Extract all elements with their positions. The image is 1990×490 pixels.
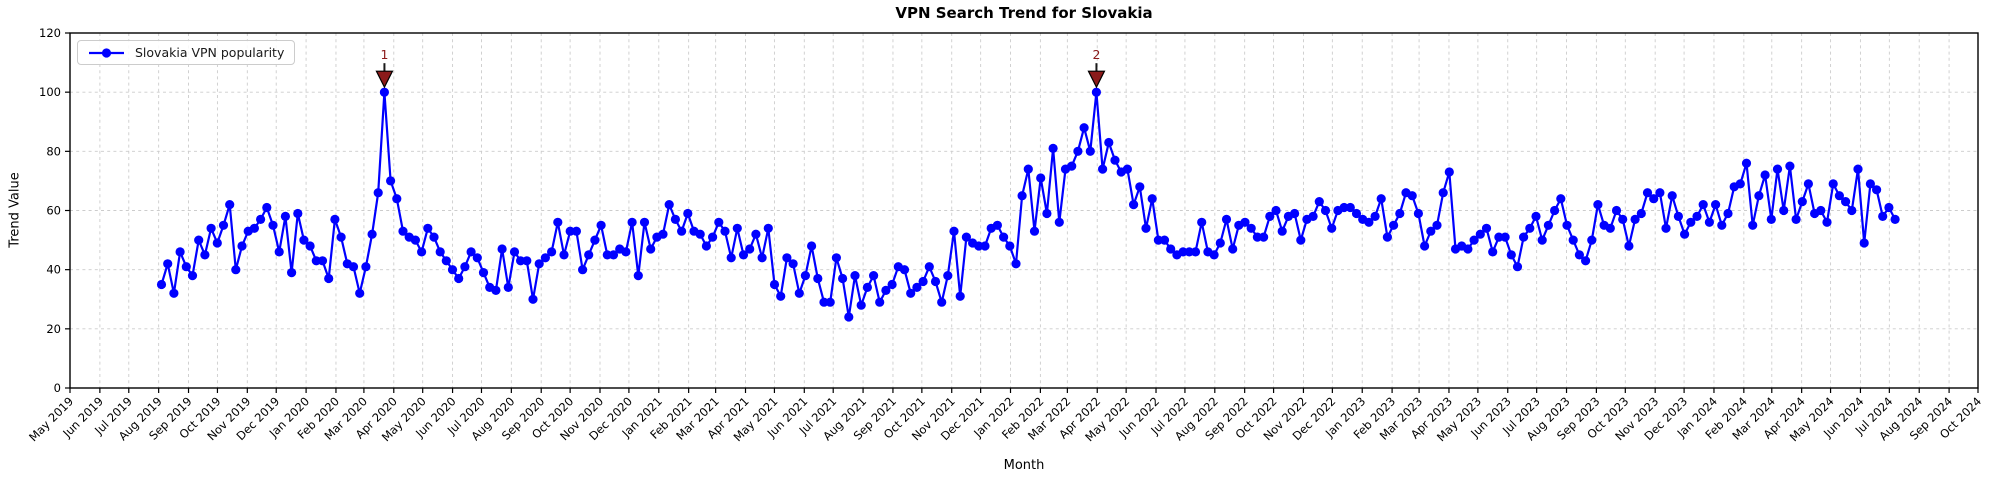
legend-label: Slovakia VPN popularity bbox=[135, 45, 285, 60]
annotation-arrow-icon bbox=[375, 70, 394, 89]
svg-text:40: 40 bbox=[46, 263, 61, 277]
svg-text:100: 100 bbox=[39, 85, 61, 99]
legend-line-marker-icon bbox=[89, 47, 124, 58]
y-axis-label: Trend Value bbox=[7, 172, 23, 248]
y-axis-ticks: 0 20 40 60 80 100 120 bbox=[39, 26, 70, 395]
chart-title: VPN Search Trend for Slovakia bbox=[895, 4, 1153, 22]
svg-text:20: 20 bbox=[46, 322, 61, 336]
svg-text:1: 1 bbox=[380, 47, 388, 62]
trend-line bbox=[160, 91, 1897, 319]
svg-text:60: 60 bbox=[46, 204, 61, 218]
trend-line-series bbox=[156, 87, 1900, 322]
annotation-2: 2 bbox=[1087, 47, 1106, 89]
svg-text:2: 2 bbox=[1092, 47, 1100, 62]
grid-lines bbox=[69, 32, 1979, 388]
svg-text:120: 120 bbox=[39, 26, 61, 40]
annotation-1: 1 bbox=[375, 47, 394, 89]
svg-text:80: 80 bbox=[46, 144, 61, 158]
x-axis-label: Month bbox=[1003, 458, 1045, 473]
svg-text:0: 0 bbox=[54, 381, 61, 395]
legend: Slovakia VPN popularity bbox=[77, 40, 296, 65]
annotation-arrow-icon bbox=[1087, 70, 1106, 89]
